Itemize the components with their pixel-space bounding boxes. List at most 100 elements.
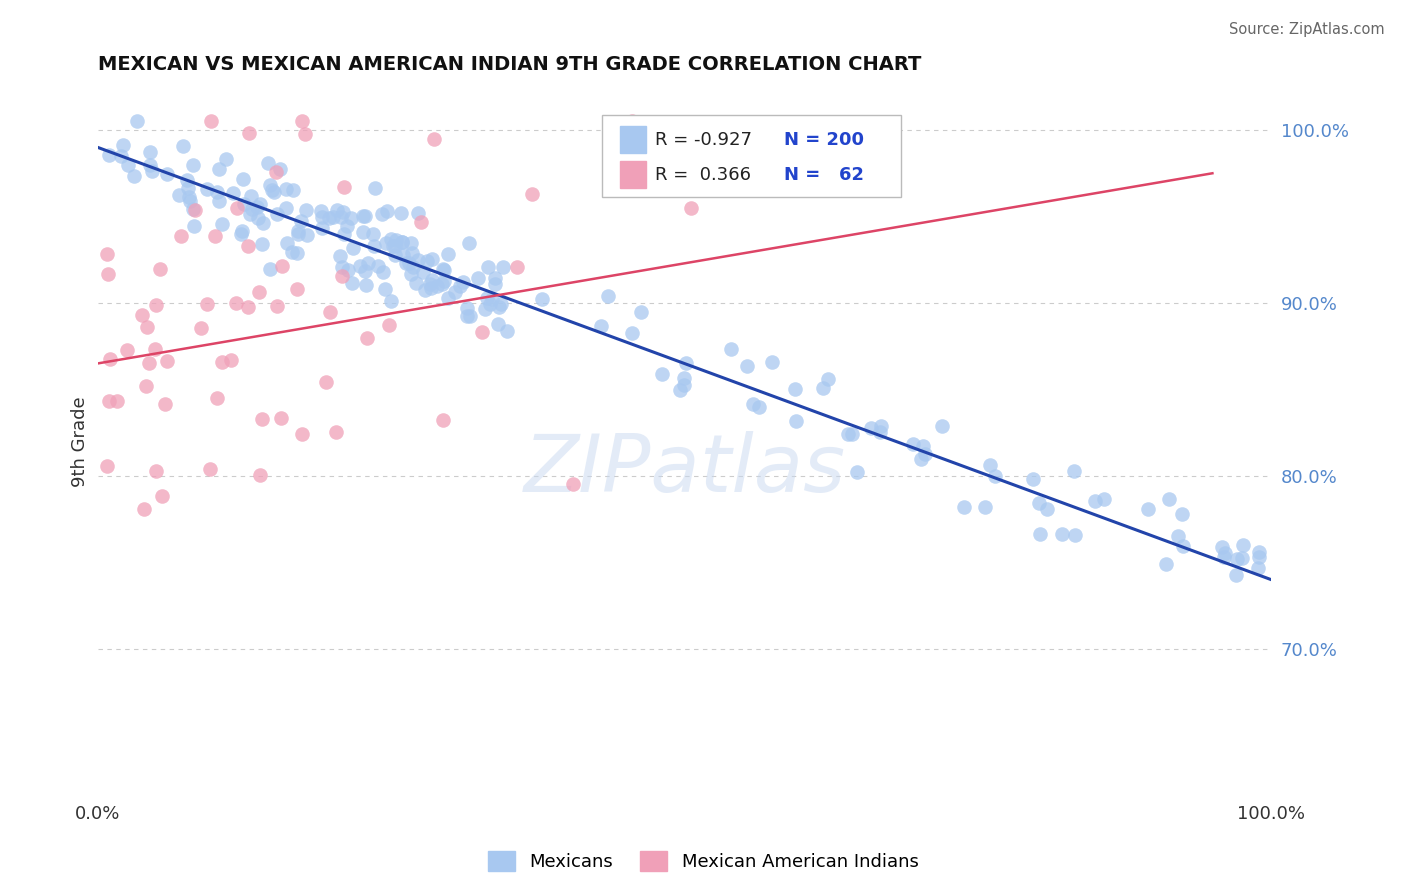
Point [276,182,298,196]
Text: MEXICAN VS MEXICAN AMERICAN INDIAN 9TH GRADE CORRELATION CHART: MEXICAN VS MEXICAN AMERICAN INDIAN 9TH G… [97,55,921,74]
Point [136,319,159,334]
Point [340,276,363,290]
Point [1028,496,1050,510]
Point [184,202,207,217]
Point [456,301,478,316]
Point [138,158,160,172]
Point [276,201,298,215]
Point [1247,561,1270,575]
Point [340,211,363,226]
Point [401,260,423,275]
Point [1021,472,1043,486]
Point [910,452,932,467]
Point [269,162,291,177]
Point [177,181,200,195]
Point [200,114,222,128]
Point [374,282,396,296]
Point [449,279,471,293]
Point [179,194,201,208]
Point [332,227,354,241]
Point [384,248,406,262]
Point [236,300,259,314]
Point [486,317,509,331]
Point [204,229,226,244]
Point [1092,492,1115,507]
Point [405,276,427,290]
Point [330,269,353,284]
Point [432,262,454,277]
Point [287,224,309,238]
Point [145,464,167,478]
Point [401,246,423,260]
Point [117,158,139,172]
Text: N =   62: N = 62 [785,166,865,184]
Point [783,382,806,396]
Point [232,171,254,186]
Point [211,355,233,369]
Point [240,202,263,216]
Point [1136,502,1159,516]
Point [371,265,394,279]
Point [325,203,347,218]
Point [1167,528,1189,542]
Legend: Mexicans, Mexican American Indians: Mexicans, Mexican American Indians [481,844,925,879]
Point [190,321,212,335]
Point [443,285,465,299]
Point [398,255,420,269]
Point [252,236,274,251]
Point [1211,540,1233,554]
Point [167,188,190,202]
Point [371,207,394,221]
Point [381,239,404,253]
Point [336,262,359,277]
Point [208,162,231,177]
Text: R =  0.366: R = 0.366 [655,166,751,184]
Point [294,203,316,218]
Point [841,426,863,441]
Point [1171,507,1194,521]
Point [384,239,406,253]
FancyBboxPatch shape [620,126,645,153]
Point [669,383,692,397]
Point [411,215,433,229]
Point [100,352,122,367]
Point [172,139,194,153]
Point [419,277,441,292]
Point [630,305,652,319]
Point [226,202,249,216]
Point [859,421,882,435]
Point [391,235,413,250]
Point [380,232,402,246]
Point [247,285,270,300]
Point [135,378,157,392]
Point [984,468,1007,483]
Point [105,393,128,408]
Point [364,180,387,194]
Point [492,260,515,275]
Point [484,270,506,285]
Point [363,238,385,252]
Point [761,355,783,369]
Point [433,263,456,277]
Point [460,310,482,324]
Point [110,149,132,163]
Point [270,410,292,425]
FancyBboxPatch shape [620,161,645,188]
Point [239,207,262,221]
Point [432,413,454,427]
Point [420,252,443,266]
Point [205,185,228,199]
Point [471,325,494,339]
Point [259,261,281,276]
Text: R = -0.927: R = -0.927 [655,130,752,149]
Point [1064,528,1087,542]
Point [474,301,496,316]
Point [256,156,278,170]
Point [389,206,412,220]
Point [589,319,612,334]
Point [673,377,696,392]
Point [211,217,233,231]
Point [495,324,517,338]
Point [1036,502,1059,516]
Point [252,216,274,230]
